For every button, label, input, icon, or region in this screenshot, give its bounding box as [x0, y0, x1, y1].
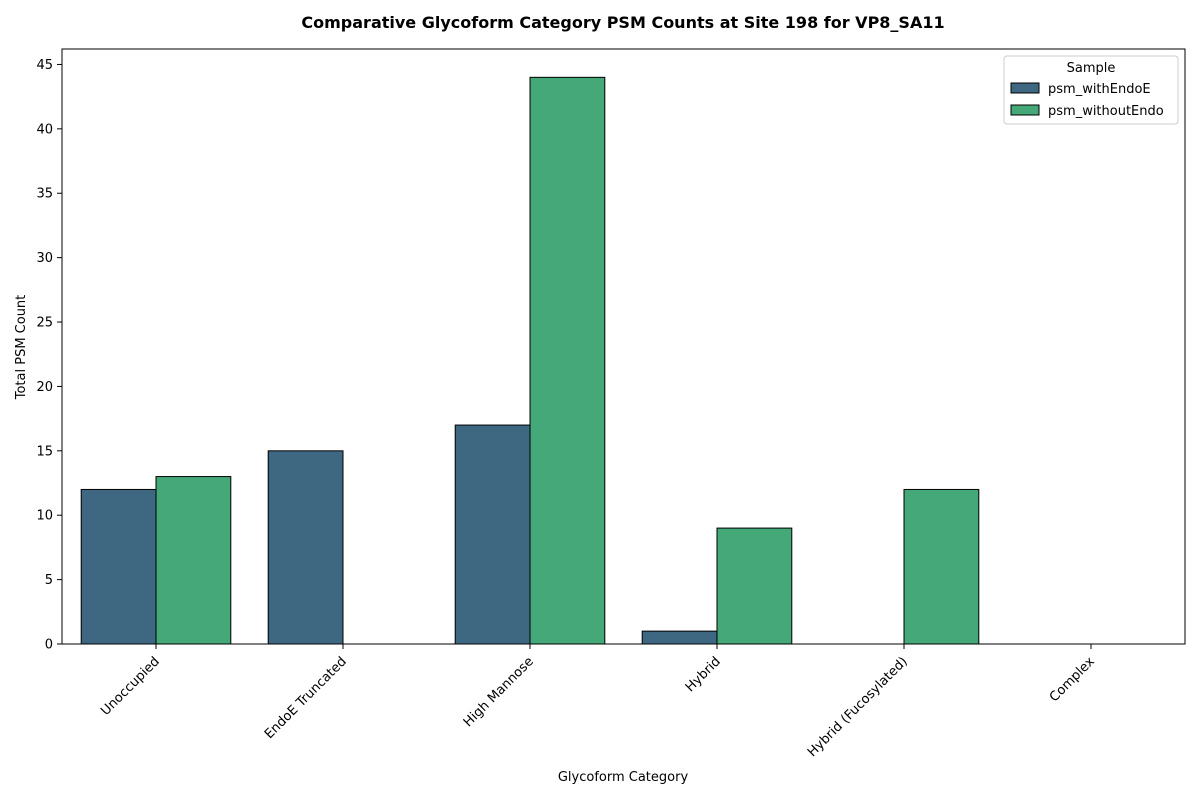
- legend: Sample psm_withEndoE psm_withoutEndo: [1003, 55, 1179, 125]
- y-tick-label: 5: [45, 573, 53, 588]
- bar-psm_withEndoE-0: [80, 488, 157, 645]
- legend-box: [1003, 55, 1179, 125]
- y-tick-label: 0: [45, 638, 53, 653]
- bar-psm_withEndoE-2: [454, 424, 531, 645]
- x-axis-label: Glycoform Category: [558, 770, 689, 785]
- y-axis-ticks: 0 5 10 15 20 25 30 35 40 45: [36, 58, 62, 653]
- bar-psm_withoutEndo-3: [716, 527, 793, 645]
- y-tick-label: 30: [36, 251, 53, 266]
- x-tick-label: Hybrid: [683, 654, 724, 695]
- y-tick-label: 20: [36, 380, 53, 395]
- y-tick-label: 35: [36, 187, 53, 202]
- legend-label-series-1: psm_withoutEndo: [1048, 104, 1164, 119]
- y-tick-label: 25: [36, 316, 53, 331]
- plot-frame: [61, 48, 1186, 645]
- y-tick-label: 45: [36, 58, 53, 73]
- bars-layer: [80, 76, 980, 645]
- legend-swatch-series-1: [1010, 104, 1040, 116]
- bar-psm_withoutEndo-4: [903, 488, 980, 645]
- legend-swatch-series-0: [1010, 82, 1040, 94]
- chart-title: Comparative Glycoform Category PSM Count…: [301, 13, 944, 32]
- bar-psm_withoutEndo-2: [529, 76, 606, 645]
- y-tick-label: 10: [36, 509, 53, 524]
- legend-label-series-0: psm_withEndoE: [1048, 82, 1151, 97]
- bar-psm_withEndoE-1: [267, 450, 344, 645]
- x-tick-label: Hybrid (Fucosylated): [805, 654, 911, 760]
- x-tick-label: Unoccupied: [98, 654, 163, 719]
- x-tick-label: Complex: [1047, 654, 1098, 705]
- x-tick-label: EndoE Truncated: [262, 654, 350, 742]
- x-axis-ticks: Unoccupied EndoE Truncated High Mannose Hyb…: [98, 644, 1098, 760]
- legend-title: Sample: [1067, 61, 1116, 76]
- y-tick-label: 15: [36, 444, 53, 459]
- y-axis-label: Total PSM Count: [14, 295, 29, 401]
- bar-psm_withoutEndo-0: [155, 476, 232, 645]
- x-tick-label: High Mannose: [461, 654, 537, 730]
- bar-psm_withEndoE-3: [641, 630, 718, 645]
- y-tick-label: 40: [36, 122, 53, 137]
